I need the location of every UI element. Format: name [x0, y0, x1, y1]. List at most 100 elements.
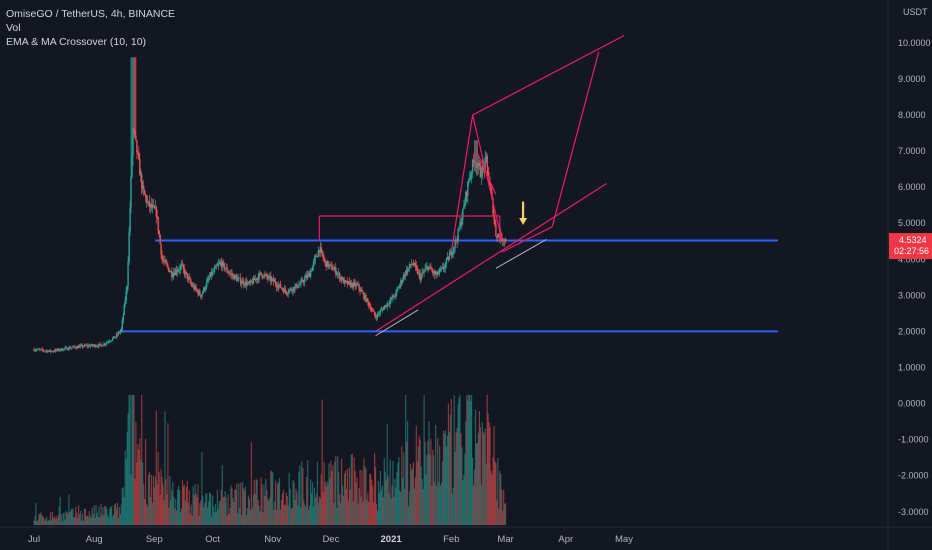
volume-bar: [325, 486, 327, 525]
ema-ma-indicator-label[interactable]: EMA & MA Crossover (10, 10): [6, 36, 147, 48]
volume-bar: [143, 483, 145, 525]
candle-body: [391, 297, 393, 299]
candle-body: [161, 254, 163, 260]
candle-body: [33, 349, 35, 351]
volume-bar: [281, 493, 283, 525]
volume-bar: [271, 471, 273, 525]
candle-body: [453, 247, 455, 249]
candle-body: [476, 166, 479, 168]
volume-bar: [438, 482, 440, 525]
volume-bar: [218, 501, 220, 525]
candle-body: [354, 282, 356, 287]
volume-bar: [450, 399, 452, 525]
volume-bar: [486, 395, 488, 525]
volume-bar: [147, 474, 150, 525]
volume-bar: [207, 507, 209, 525]
candle-body: [100, 343, 102, 345]
volume-bar: [145, 438, 147, 525]
candle-body: [503, 239, 506, 242]
candle-body: [388, 303, 390, 305]
candle-body: [173, 272, 175, 276]
candle-body: [39, 349, 41, 350]
volume-bar: [502, 510, 504, 525]
candle-body: [484, 157, 486, 169]
candle-body: [37, 349, 39, 350]
volume-bar: [66, 512, 68, 525]
candle-body: [493, 214, 495, 219]
candle-body: [238, 278, 240, 279]
volume-bar: [124, 450, 126, 525]
candle-body: [333, 268, 335, 270]
volume-bar: [358, 488, 360, 525]
volume-bar: [289, 488, 291, 525]
candle-body: [63, 348, 65, 350]
candle-body: [382, 308, 384, 310]
volume-bar: [132, 395, 134, 525]
candle-body: [190, 282, 192, 285]
price-tag-price: 4.5324: [899, 235, 927, 245]
candle-body: [462, 208, 464, 219]
candle-body: [120, 329, 122, 331]
candle-body: [449, 251, 451, 255]
volume-bar: [120, 504, 122, 525]
volume-bar: [329, 477, 331, 525]
volume-bar: [172, 482, 174, 525]
volume-bar: [153, 487, 155, 525]
candle-body: [465, 191, 467, 204]
volume-bar: [73, 517, 75, 525]
candle-body: [296, 284, 298, 288]
candle-body: [156, 216, 158, 217]
volume-bar: [362, 501, 364, 525]
candle-body: [197, 290, 199, 295]
volume-bar: [57, 515, 59, 525]
volume-bar: [128, 395, 130, 525]
candle-body: [316, 256, 319, 258]
volume-bar: [211, 516, 213, 525]
volume-bar: [232, 498, 234, 525]
candle-body: [429, 266, 431, 267]
volume-bar: [347, 500, 349, 525]
volume-bar: [63, 512, 65, 525]
candle-body: [201, 294, 203, 298]
volume-bar: [226, 515, 228, 525]
volume-bar: [457, 404, 459, 525]
volume-bar: [339, 493, 341, 525]
volume-bar: [364, 466, 366, 525]
candle-body: [245, 281, 248, 286]
volume-bar: [190, 504, 192, 525]
volume-bar: [274, 501, 276, 525]
volume-bar: [183, 484, 185, 525]
volume-bar: [470, 400, 472, 525]
volume-bar: [423, 395, 425, 525]
price-axis-tick-label: 0.0000: [898, 399, 926, 409]
volume-bar: [505, 503, 507, 525]
candle-body: [455, 240, 457, 241]
candle-body: [126, 286, 128, 291]
candle-body: [227, 271, 229, 273]
volume-indicator-label[interactable]: Vol: [6, 22, 21, 34]
candle-body: [298, 285, 300, 288]
volume-bar: [92, 513, 94, 525]
volume-bar: [160, 468, 162, 525]
volume-bar: [162, 484, 164, 525]
price-axis-tick-label: 9.0000: [898, 74, 926, 84]
candle-body: [432, 270, 434, 273]
candle-body: [234, 275, 236, 280]
volume-bar: [476, 443, 479, 525]
candle-body: [349, 281, 351, 287]
symbol-title[interactable]: OmiseGO / TetherUS, 4h, BINANCE: [6, 8, 176, 20]
volume-bar: [310, 479, 312, 525]
volume-bar: [447, 403, 449, 525]
price-axis-tick-label: 1.0000: [898, 363, 926, 373]
candle-body: [76, 347, 78, 349]
candle-body: [451, 253, 453, 256]
candle-body: [279, 283, 282, 288]
volume-bar: [328, 463, 330, 525]
candle-body: [50, 351, 53, 352]
volume-bar: [477, 432, 479, 525]
candle-body: [93, 344, 95, 346]
candle-body: [204, 287, 206, 290]
volume-bar: [279, 509, 282, 525]
